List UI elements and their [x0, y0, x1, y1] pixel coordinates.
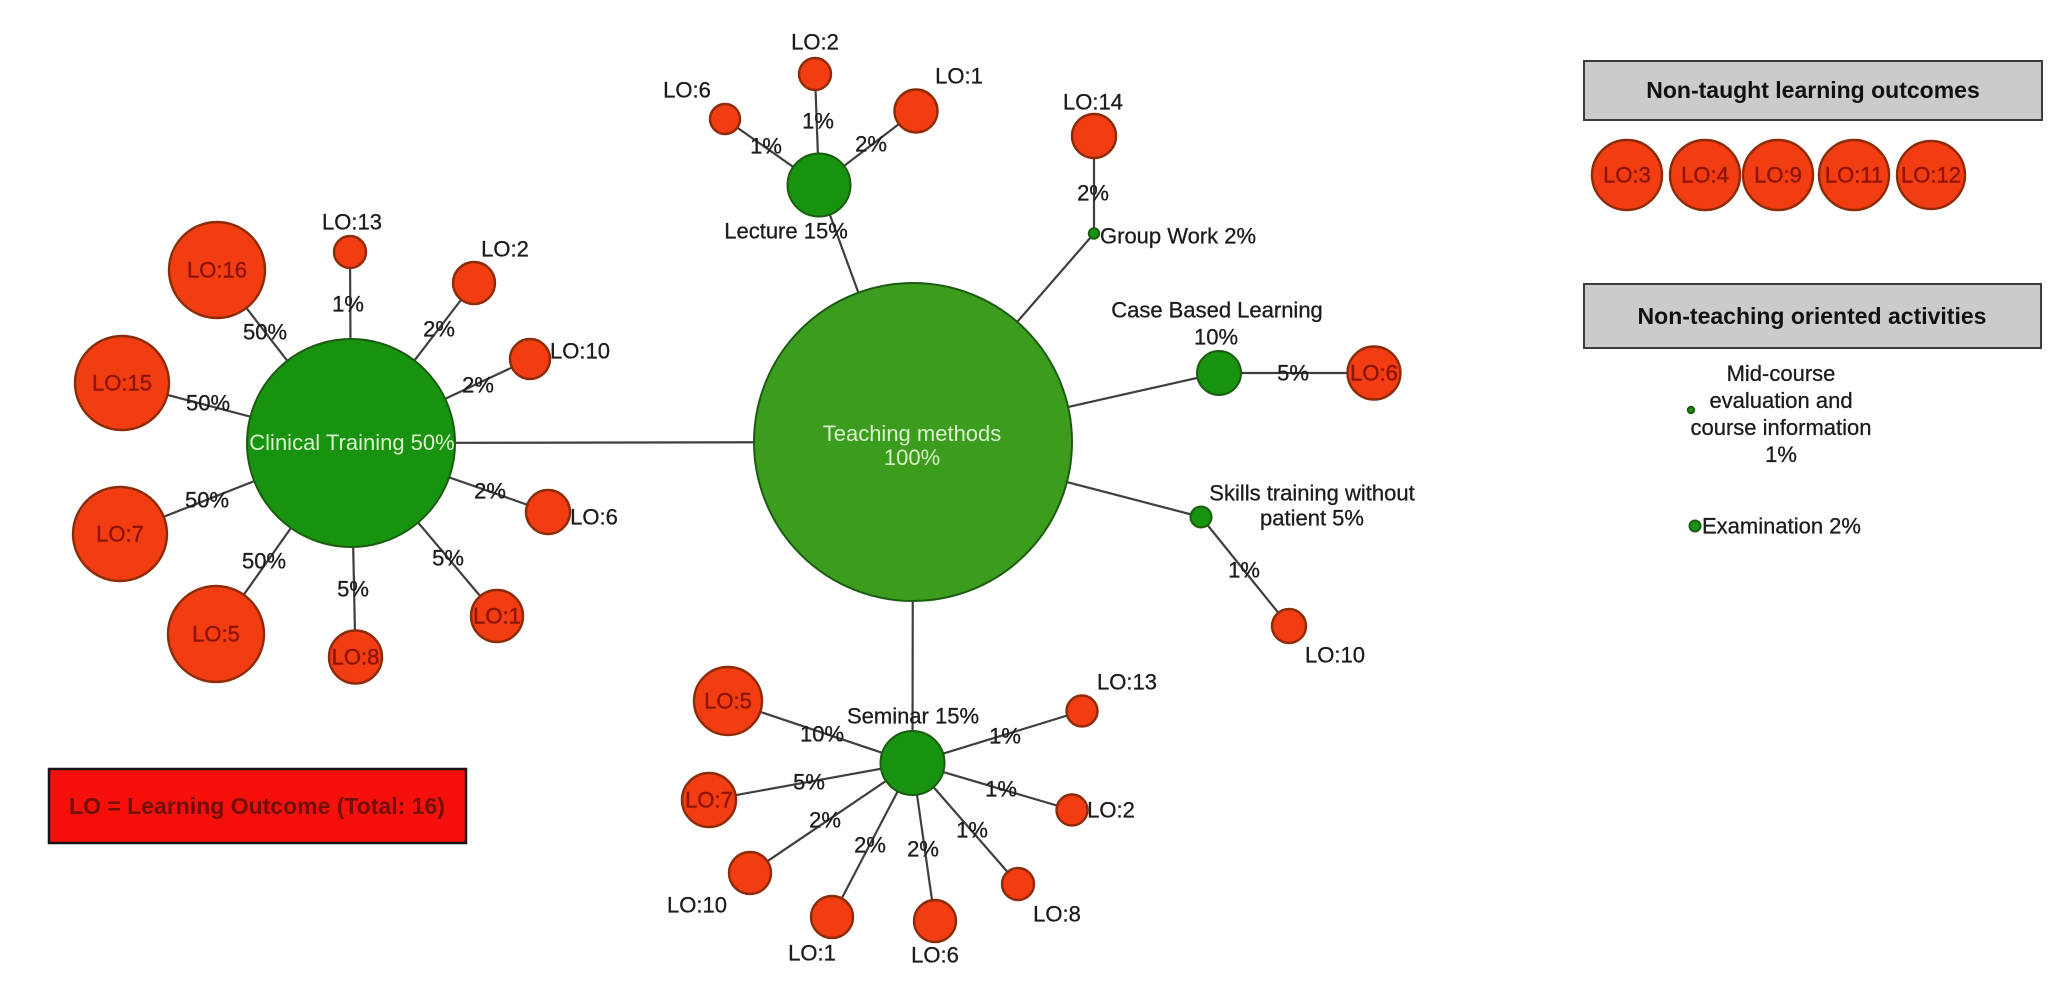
svg-text:LO:10: LO:10 [550, 339, 610, 364]
svg-text:LO:7: LO:7 [685, 788, 733, 813]
svg-text:evaluation and: evaluation and [1709, 388, 1852, 413]
svg-text:1%: 1% [332, 292, 364, 317]
svg-text:LO:1: LO:1 [473, 604, 521, 629]
svg-text:LO:13: LO:13 [322, 210, 382, 235]
svg-text:LO:16: LO:16 [187, 258, 247, 283]
svg-text:LO:9: LO:9 [1754, 163, 1802, 188]
svg-text:Skills training without: Skills training without [1209, 481, 1414, 506]
svg-text:LO:10: LO:10 [667, 893, 727, 918]
svg-text:Group Work 2%: Group Work 2% [1100, 224, 1256, 249]
svg-text:LO:1: LO:1 [788, 941, 836, 966]
svg-text:LO:6: LO:6 [570, 505, 618, 530]
svg-text:LO:6: LO:6 [911, 943, 959, 968]
svg-text:Teaching methods: Teaching methods [823, 421, 1002, 446]
svg-text:LO:2: LO:2 [791, 30, 839, 55]
svg-text:1%: 1% [956, 818, 988, 843]
svg-text:5%: 5% [1277, 361, 1309, 386]
svg-text:50%: 50% [185, 488, 229, 513]
svg-text:Seminar 15%: Seminar 15% [847, 704, 979, 729]
svg-text:2%: 2% [474, 479, 506, 504]
svg-text:Examination 2%: Examination 2% [1702, 514, 1861, 539]
svg-text:LO:10: LO:10 [1305, 643, 1365, 668]
svg-text:LO:2: LO:2 [1087, 798, 1135, 823]
svg-text:course information: course information [1691, 415, 1872, 440]
svg-text:1%: 1% [1765, 442, 1797, 467]
svg-text:Clinical Training 50%: Clinical Training 50% [249, 430, 454, 455]
svg-text:LO:6: LO:6 [1350, 361, 1398, 386]
svg-text:LO = Learning Outcome (Total:: LO = Learning Outcome (Total: 16) [69, 793, 445, 819]
svg-text:LO:8: LO:8 [1033, 902, 1081, 927]
svg-text:1%: 1% [1228, 558, 1260, 583]
svg-text:LO:6: LO:6 [663, 78, 711, 103]
svg-text:5%: 5% [337, 577, 369, 602]
svg-text:10%: 10% [1194, 325, 1238, 350]
svg-text:2%: 2% [462, 373, 494, 398]
svg-text:Non-teaching oriented activiti: Non-teaching oriented activities [1638, 303, 1987, 329]
svg-text:2%: 2% [809, 808, 841, 833]
svg-text:LO:1: LO:1 [935, 64, 983, 89]
svg-text:10%: 10% [800, 722, 844, 747]
svg-text:LO:14: LO:14 [1063, 90, 1123, 115]
svg-text:LO:11: LO:11 [1825, 163, 1883, 188]
svg-text:Lecture 15%: Lecture 15% [724, 219, 848, 244]
svg-text:5%: 5% [432, 546, 464, 571]
svg-text:5%: 5% [793, 770, 825, 795]
svg-text:50%: 50% [186, 391, 230, 416]
svg-text:100%: 100% [884, 445, 940, 470]
svg-text:Non-taught learning outcomes: Non-taught learning outcomes [1646, 77, 1980, 103]
svg-text:patient 5%: patient 5% [1260, 506, 1364, 531]
svg-text:LO:4: LO:4 [1681, 163, 1729, 188]
svg-text:1%: 1% [750, 134, 782, 159]
svg-text:LO:15: LO:15 [92, 371, 152, 396]
svg-text:2%: 2% [1077, 181, 1109, 206]
svg-text:LO:12: LO:12 [1901, 163, 1961, 188]
svg-text:50%: 50% [243, 320, 287, 345]
svg-text:1%: 1% [802, 109, 834, 134]
svg-text:2%: 2% [854, 833, 886, 858]
svg-text:2%: 2% [423, 317, 455, 342]
svg-text:1%: 1% [985, 777, 1017, 802]
svg-text:LO:3: LO:3 [1603, 163, 1651, 188]
svg-text:2%: 2% [907, 837, 939, 862]
svg-text:LO:2: LO:2 [481, 237, 529, 262]
svg-text:2%: 2% [855, 132, 887, 157]
svg-text:LO:13: LO:13 [1097, 670, 1157, 695]
svg-text:Mid-course: Mid-course [1727, 361, 1836, 386]
svg-text:LO:8: LO:8 [332, 645, 380, 670]
svg-text:LO:5: LO:5 [192, 622, 240, 647]
svg-text:1%: 1% [989, 724, 1021, 749]
svg-text:Case Based Learning: Case Based Learning [1111, 298, 1323, 323]
svg-text:LO:7: LO:7 [96, 522, 144, 547]
svg-text:LO:5: LO:5 [704, 689, 752, 714]
svg-text:50%: 50% [242, 549, 286, 574]
